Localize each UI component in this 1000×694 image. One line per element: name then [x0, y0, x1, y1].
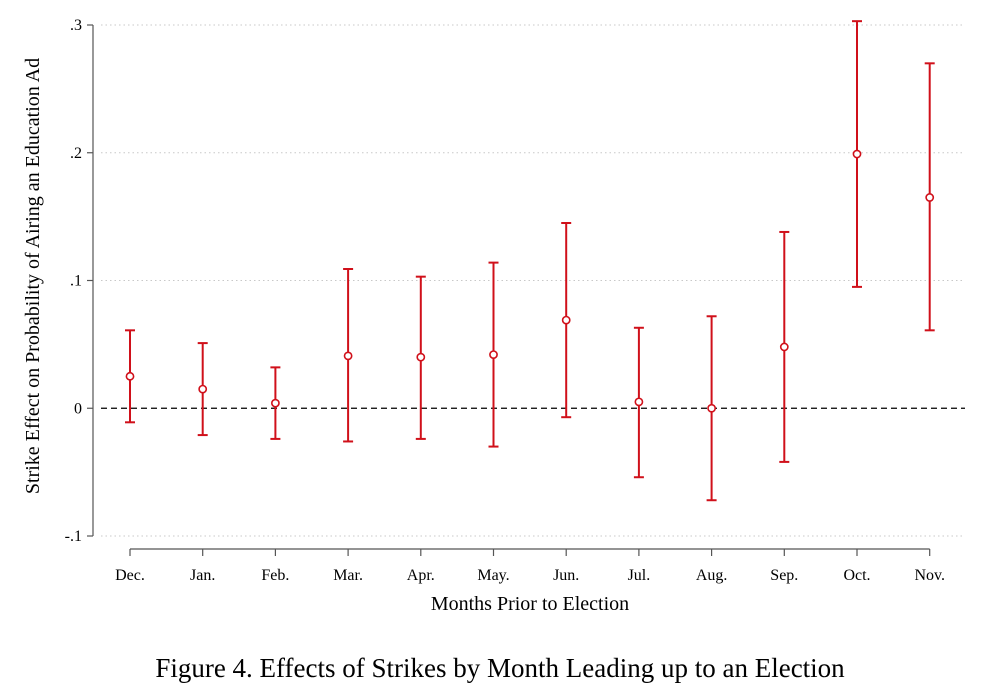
error-bar-5: [488, 261, 499, 448]
x-tick-label: Jun.: [553, 567, 579, 584]
point-estimate: [343, 351, 353, 361]
y-tick-label: 0: [74, 400, 82, 417]
error-bar-6: [561, 222, 572, 419]
point-estimate: [707, 403, 716, 413]
x-tick-label: Feb.: [261, 567, 289, 584]
y-tick-label: -.1: [65, 528, 82, 545]
x-tick-label: Sep.: [770, 567, 798, 584]
x-axis: Dec. Jan. Feb. Mar. Apr. May. Jun. Jul. Aug. Sep.…: [115, 548, 945, 584]
y-axis-title: Strike Effect on Probability of Airing a…: [22, 58, 44, 494]
point-estimate: [416, 352, 426, 362]
x-tick-label: Mar.: [333, 567, 363, 584]
point-estimate: [198, 384, 208, 394]
figure-caption: Figure 4. Effects of Strikes by Month Le…: [155, 653, 845, 683]
error-bar-2: [270, 366, 281, 440]
point-estimate: [561, 315, 571, 325]
gridlines: [101, 24, 965, 537]
point-estimate: [125, 371, 135, 381]
point-estimate: [489, 350, 498, 359]
point-estimate: [925, 193, 935, 202]
y-tick-label: .1: [70, 273, 82, 290]
error-bar-7: [633, 326, 644, 479]
x-tick-label: Jan.: [190, 567, 215, 584]
x-tick-label: Dec.: [115, 567, 145, 584]
error-bar-9: [779, 230, 790, 463]
series-layer: [125, 20, 935, 502]
point-estimate: [270, 398, 280, 408]
x-tick-label: Nov.: [914, 567, 945, 584]
y-tick-label: .3: [70, 17, 82, 34]
error-bar-11: [924, 62, 935, 332]
x-tick-label: Jul.: [628, 567, 651, 584]
x-tick-label: Aug.: [696, 567, 728, 584]
y-axis: -.1 0 .1 .2 .3: [65, 17, 94, 545]
error-bar-4: [415, 275, 426, 440]
point-estimate: [852, 149, 862, 159]
error-bar-10: [852, 20, 862, 288]
x-tick-label: May.: [477, 567, 509, 584]
error-bar-0: [125, 329, 135, 424]
x-tick-label: Apr.: [407, 567, 435, 584]
error-bar-1: [197, 342, 208, 437]
error-bar-3: [343, 268, 354, 443]
x-axis-title: Months Prior to Election: [431, 593, 629, 615]
point-estimate: [779, 342, 789, 352]
y-tick-label: .2: [70, 145, 82, 162]
x-tick-label: Oct.: [843, 567, 870, 584]
point-estimate: [634, 397, 644, 407]
error-bar-8: [706, 315, 717, 502]
